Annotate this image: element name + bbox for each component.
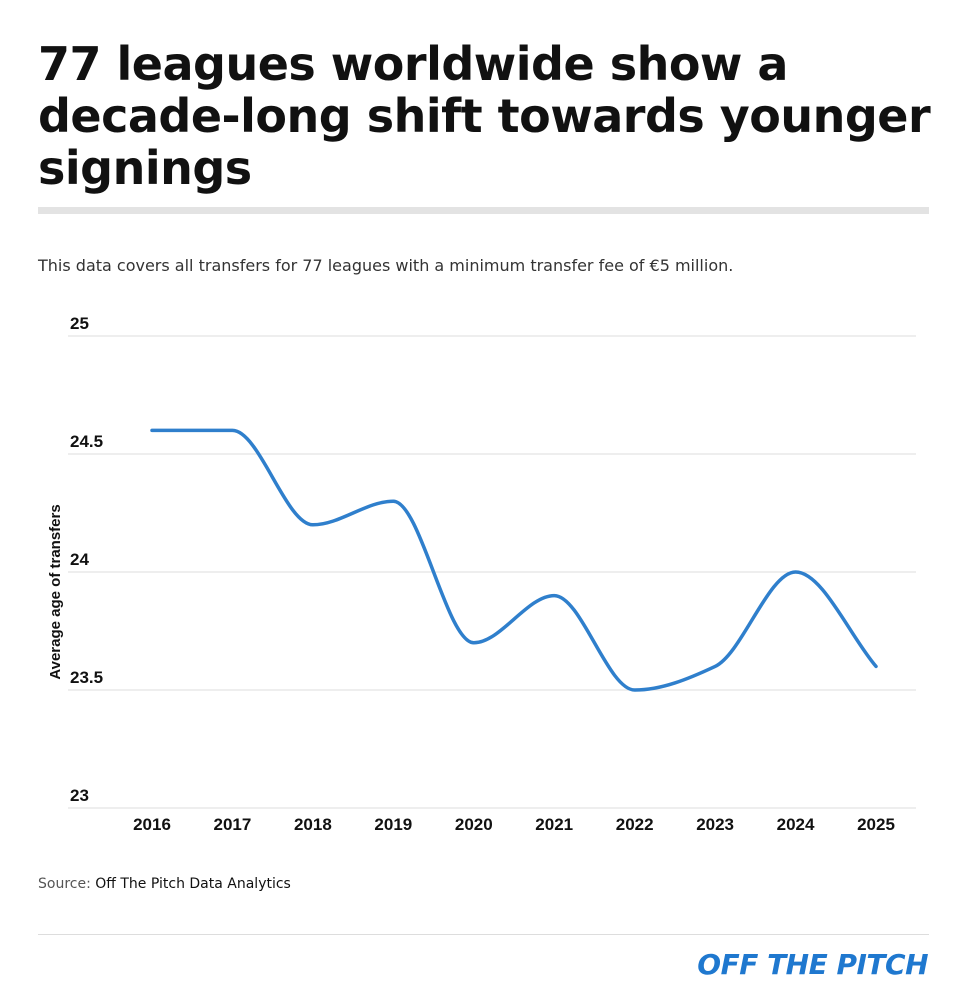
source-label: Source:: [38, 876, 91, 892]
source-value: Off The Pitch Data Analytics: [95, 876, 291, 892]
series-line: [150, 428, 878, 692]
data-point: [230, 428, 234, 432]
x-tick-label: 2018: [294, 815, 332, 834]
data-point: [311, 523, 315, 527]
y-tick-label: 23.5: [70, 668, 103, 687]
y-tick-label: 24: [70, 550, 89, 569]
chart-title: 77 leagues worldwide show a decade-long …: [38, 37, 931, 195]
data-point: [874, 664, 878, 668]
gridlines: [68, 335, 916, 809]
x-tick-label: 2023: [696, 815, 734, 834]
data-point: [150, 428, 154, 432]
x-tick-label: 2019: [374, 815, 412, 834]
y-axis-ticks: 23 23.5 24 24.5 25: [70, 314, 103, 805]
x-tick-label: 2024: [777, 815, 815, 834]
x-tick-label: 2025: [857, 815, 895, 834]
y-tick-label: 23: [70, 786, 89, 805]
y-tick-label: 25: [70, 314, 89, 333]
x-tick-label: 2021: [535, 815, 573, 834]
data-point: [391, 499, 395, 503]
x-axis-ticks: 2016 2017 2018 2019 2020 2021 2022 2023 2024 2025: [133, 815, 895, 834]
source-note: Source: Off The Pitch Data Analytics: [38, 876, 291, 892]
data-point: [472, 641, 476, 645]
footer-divider: [38, 934, 929, 935]
chart-subtitle: This data covers all transfers for 77 le…: [38, 256, 734, 275]
x-tick-label: 2020: [455, 815, 493, 834]
data-point: [633, 688, 637, 692]
x-tick-label: 2017: [214, 815, 252, 834]
series-layer: [150, 428, 878, 692]
data-point: [794, 570, 798, 574]
y-axis-title: Average age of transfers: [47, 504, 64, 679]
data-point: [552, 594, 556, 598]
y-tick-label: 24.5: [70, 432, 103, 451]
x-tick-label: 2022: [616, 815, 654, 834]
brand-logo: OFF THE PITCH: [697, 948, 928, 981]
data-point: [713, 664, 717, 668]
x-tick-label: 2016: [133, 815, 171, 834]
title-divider: [38, 207, 929, 214]
